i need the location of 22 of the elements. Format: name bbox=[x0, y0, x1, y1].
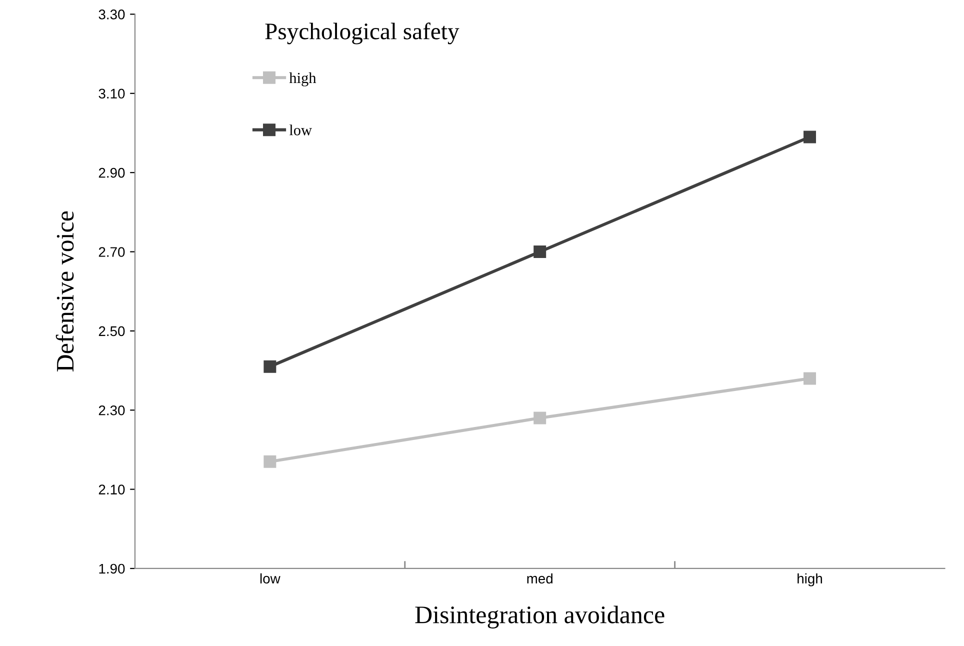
y-tick-label: 2.10 bbox=[98, 484, 125, 494]
point bbox=[264, 360, 276, 373]
y-tick-label: 3.30 bbox=[98, 10, 125, 20]
x-axis-title: Disintegration avoidance bbox=[415, 606, 664, 628]
point bbox=[534, 246, 546, 258]
point bbox=[264, 455, 276, 468]
point bbox=[534, 412, 546, 424]
point bbox=[804, 372, 816, 385]
y-tick-label: 2.30 bbox=[98, 405, 125, 416]
y-tick-label: 2.50 bbox=[98, 326, 125, 336]
x-tick-label: high bbox=[798, 573, 822, 586]
point bbox=[804, 130, 816, 144]
y-tick-label: 2.70 bbox=[98, 247, 125, 257]
x-tick-label: med bbox=[527, 573, 552, 584]
y-tick-label: 1.90 bbox=[99, 564, 125, 574]
y-axis-title: Defensive voice bbox=[56, 211, 74, 372]
y-tick-label: 2.90 bbox=[98, 168, 125, 178]
legend-label: low bbox=[289, 124, 312, 136]
x-tick-label: low bbox=[260, 573, 280, 584]
chart-title: Psychological safety bbox=[265, 22, 460, 44]
legend-label: high bbox=[289, 72, 316, 86]
y-tick-label: 3.10 bbox=[98, 88, 125, 99]
